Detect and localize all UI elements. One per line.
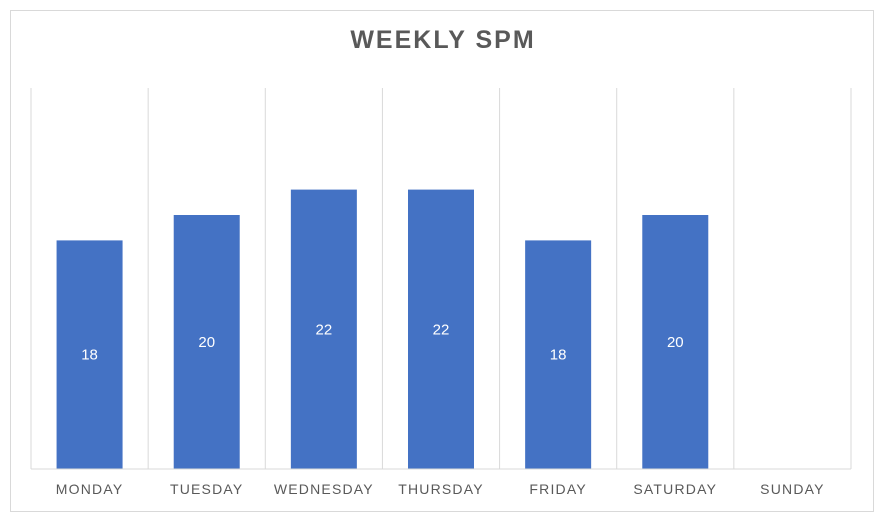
data-label-saturday: 20 — [667, 334, 684, 351]
category-label-monday: MONDAY — [56, 481, 124, 497]
bar-monday — [56, 240, 123, 469]
category-label-sunday: SUNDAY — [760, 481, 825, 497]
bar-data-labels: 18 20 22 22 18 20 — [81, 321, 683, 363]
chart-title: WEEKLY SPM — [350, 26, 536, 54]
data-label-monday: 18 — [81, 347, 98, 364]
bar-friday — [525, 240, 592, 469]
grid-lines — [30, 88, 852, 469]
bar-thursday — [408, 189, 474, 469]
data-label-friday: 18 — [550, 347, 567, 364]
data-label-thursday: 22 — [433, 321, 450, 338]
bar-tuesday — [173, 215, 240, 469]
category-label-tuesday: TUESDAY — [170, 481, 244, 497]
data-label-wednesday: 22 — [316, 321, 333, 338]
category-label-saturday: SATURDAY — [633, 481, 717, 497]
bar-saturday — [642, 215, 709, 469]
category-axis: MONDAY TUESDAY WEDNESDAY THURSDAY FRIDAY SATU… — [31, 468, 851, 497]
bar-wednesday — [290, 189, 357, 469]
bars — [56, 189, 709, 469]
category-label-wednesday: WEDNESDAY — [274, 481, 374, 497]
category-label-friday: FRIDAY — [529, 481, 587, 497]
data-label-tuesday: 20 — [198, 334, 215, 351]
category-label-thursday: THURSDAY — [398, 481, 484, 497]
